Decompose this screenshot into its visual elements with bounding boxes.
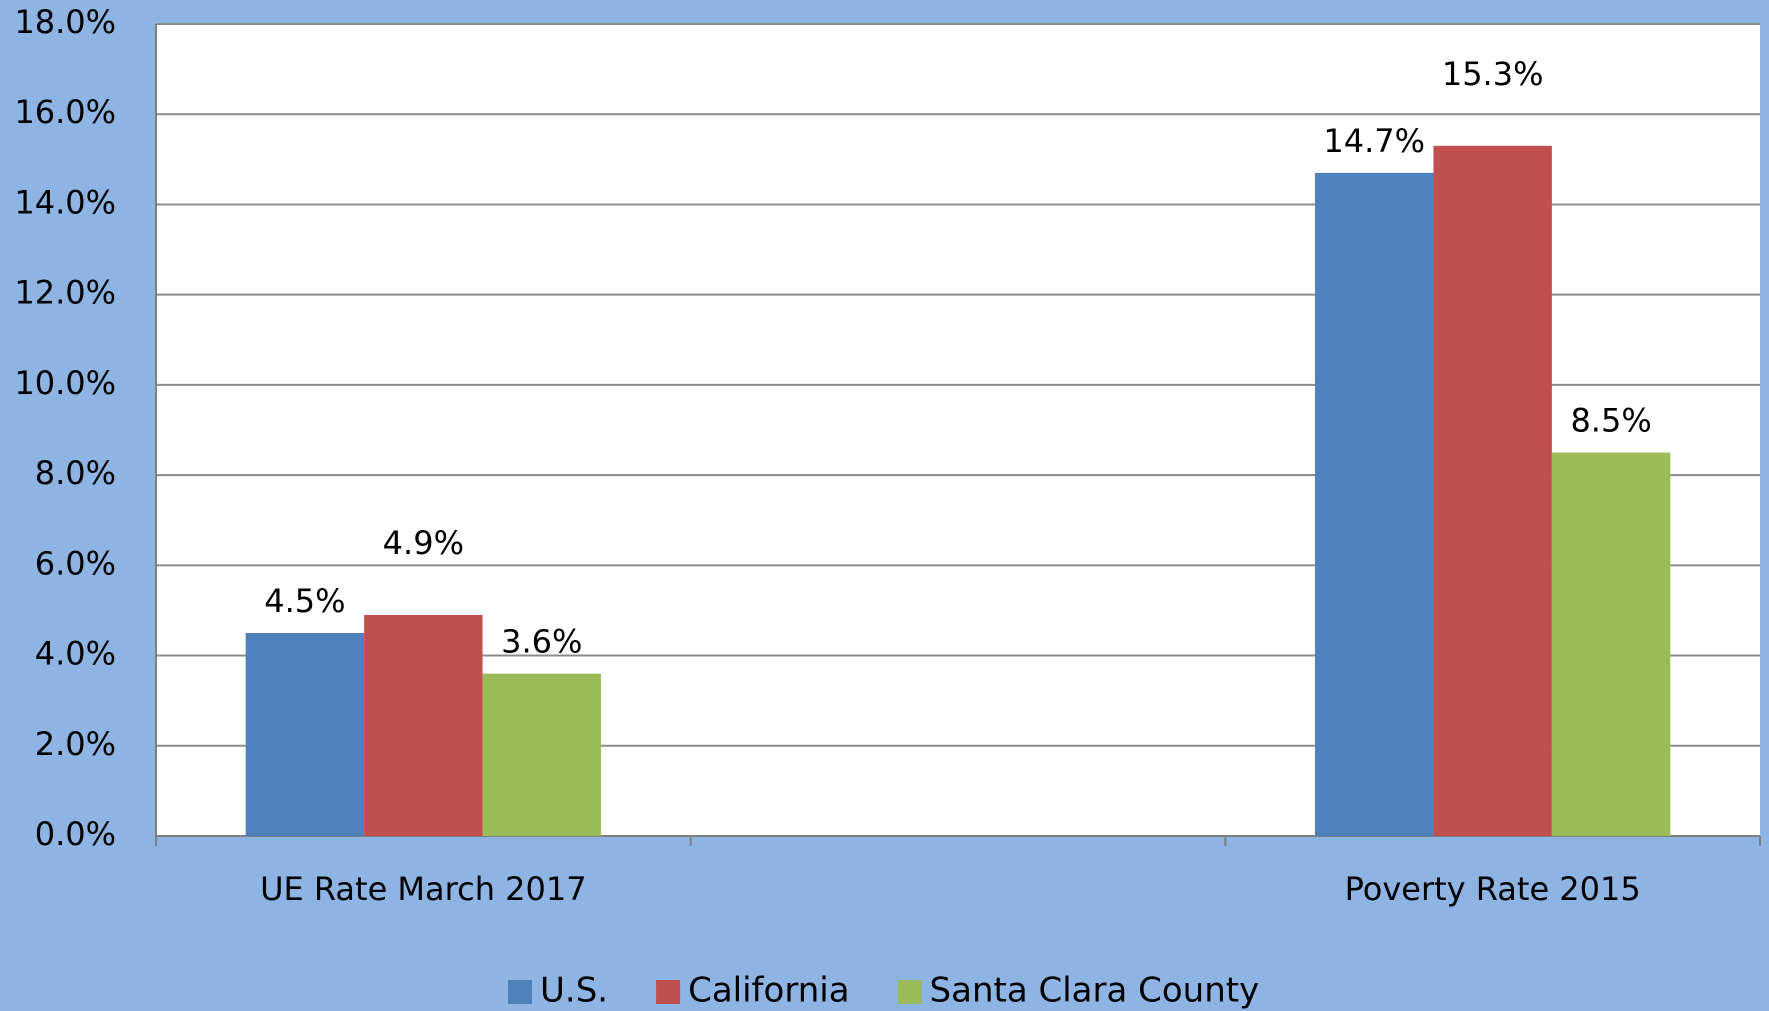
legend-label: U.S. <box>540 971 608 1011</box>
data-label: 14.7% <box>1323 122 1425 160</box>
data-label: 8.5% <box>1570 402 1651 440</box>
y-tick-label: 6.0% <box>35 544 116 582</box>
y-tick-label: 18.0% <box>14 3 116 41</box>
bar <box>482 673 601 836</box>
y-tick-label: 4.0% <box>35 635 116 673</box>
bar <box>245 633 365 836</box>
y-tick-label: 2.0% <box>35 725 116 763</box>
data-label: 3.6% <box>501 623 582 661</box>
y-tick-label: 0.0% <box>35 815 116 853</box>
legend-swatch <box>656 980 681 1004</box>
x-tick-label: UE Rate March 2017 <box>260 870 587 908</box>
y-tick-label: 14.0% <box>14 183 116 221</box>
legend-label: California <box>688 971 849 1011</box>
legend-swatch <box>897 980 922 1004</box>
bar <box>364 614 483 836</box>
bar <box>1315 172 1434 836</box>
bar <box>1551 452 1671 836</box>
y-tick-label: 10.0% <box>14 364 116 402</box>
data-label: 4.5% <box>264 582 345 620</box>
data-label: 4.9% <box>383 524 464 562</box>
y-tick-label: 8.0% <box>35 454 116 492</box>
x-tick-label: Poverty Rate 2015 <box>1345 870 1641 908</box>
bar <box>1433 145 1552 837</box>
legend-label: Santa Clara County <box>930 971 1260 1011</box>
y-tick-label: 16.0% <box>14 93 116 131</box>
y-tick-label: 12.0% <box>14 274 116 312</box>
data-label: 15.3% <box>1442 55 1544 93</box>
legend-swatch <box>508 980 532 1004</box>
